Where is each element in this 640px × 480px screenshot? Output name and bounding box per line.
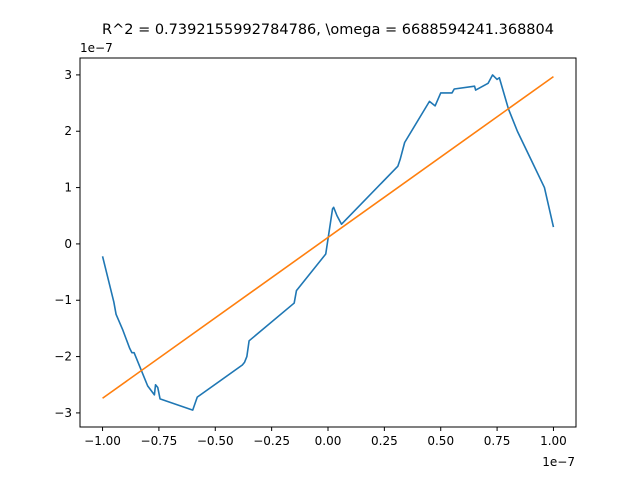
- x-tick-label: −0.75: [141, 434, 178, 448]
- y-tick-label: 0: [64, 237, 72, 251]
- y-tick-label: 3: [64, 68, 72, 82]
- x-tick-label: −0.25: [253, 434, 290, 448]
- x-axis: −1.00 −0.75 −0.50 −0.25 0.00 0.25 0.50 0.75 1.00: [84, 427, 567, 448]
- x-axis-offset-label: 1e−7: [542, 455, 575, 469]
- y-tick-label: −1: [54, 293, 72, 307]
- x-tick-label: −0.50: [197, 434, 234, 448]
- y-tick-label: −3: [54, 406, 72, 420]
- plot-area: [101, 74, 555, 411]
- x-tick-label: 0.25: [371, 434, 398, 448]
- series-line-1: [101, 74, 555, 411]
- x-tick-label: 0.00: [315, 434, 342, 448]
- x-tick-label: −1.00: [84, 434, 121, 448]
- y-axis-offset-label: 1e−7: [80, 41, 113, 55]
- x-tick-label: 0.75: [484, 434, 511, 448]
- series-line-2: [102, 75, 554, 399]
- x-tick-label: 1.00: [540, 434, 567, 448]
- chart-title: R^2 = 0.7392155992784786, \omega = 66885…: [102, 22, 554, 38]
- x-tick-label: 0.50: [427, 434, 454, 448]
- y-tick-label: 1: [64, 181, 72, 195]
- y-tick-label: −2: [54, 350, 72, 364]
- y-axis: −3 −2 −1 0 1 2 3: [54, 68, 80, 420]
- y-tick-label: 2: [64, 124, 72, 138]
